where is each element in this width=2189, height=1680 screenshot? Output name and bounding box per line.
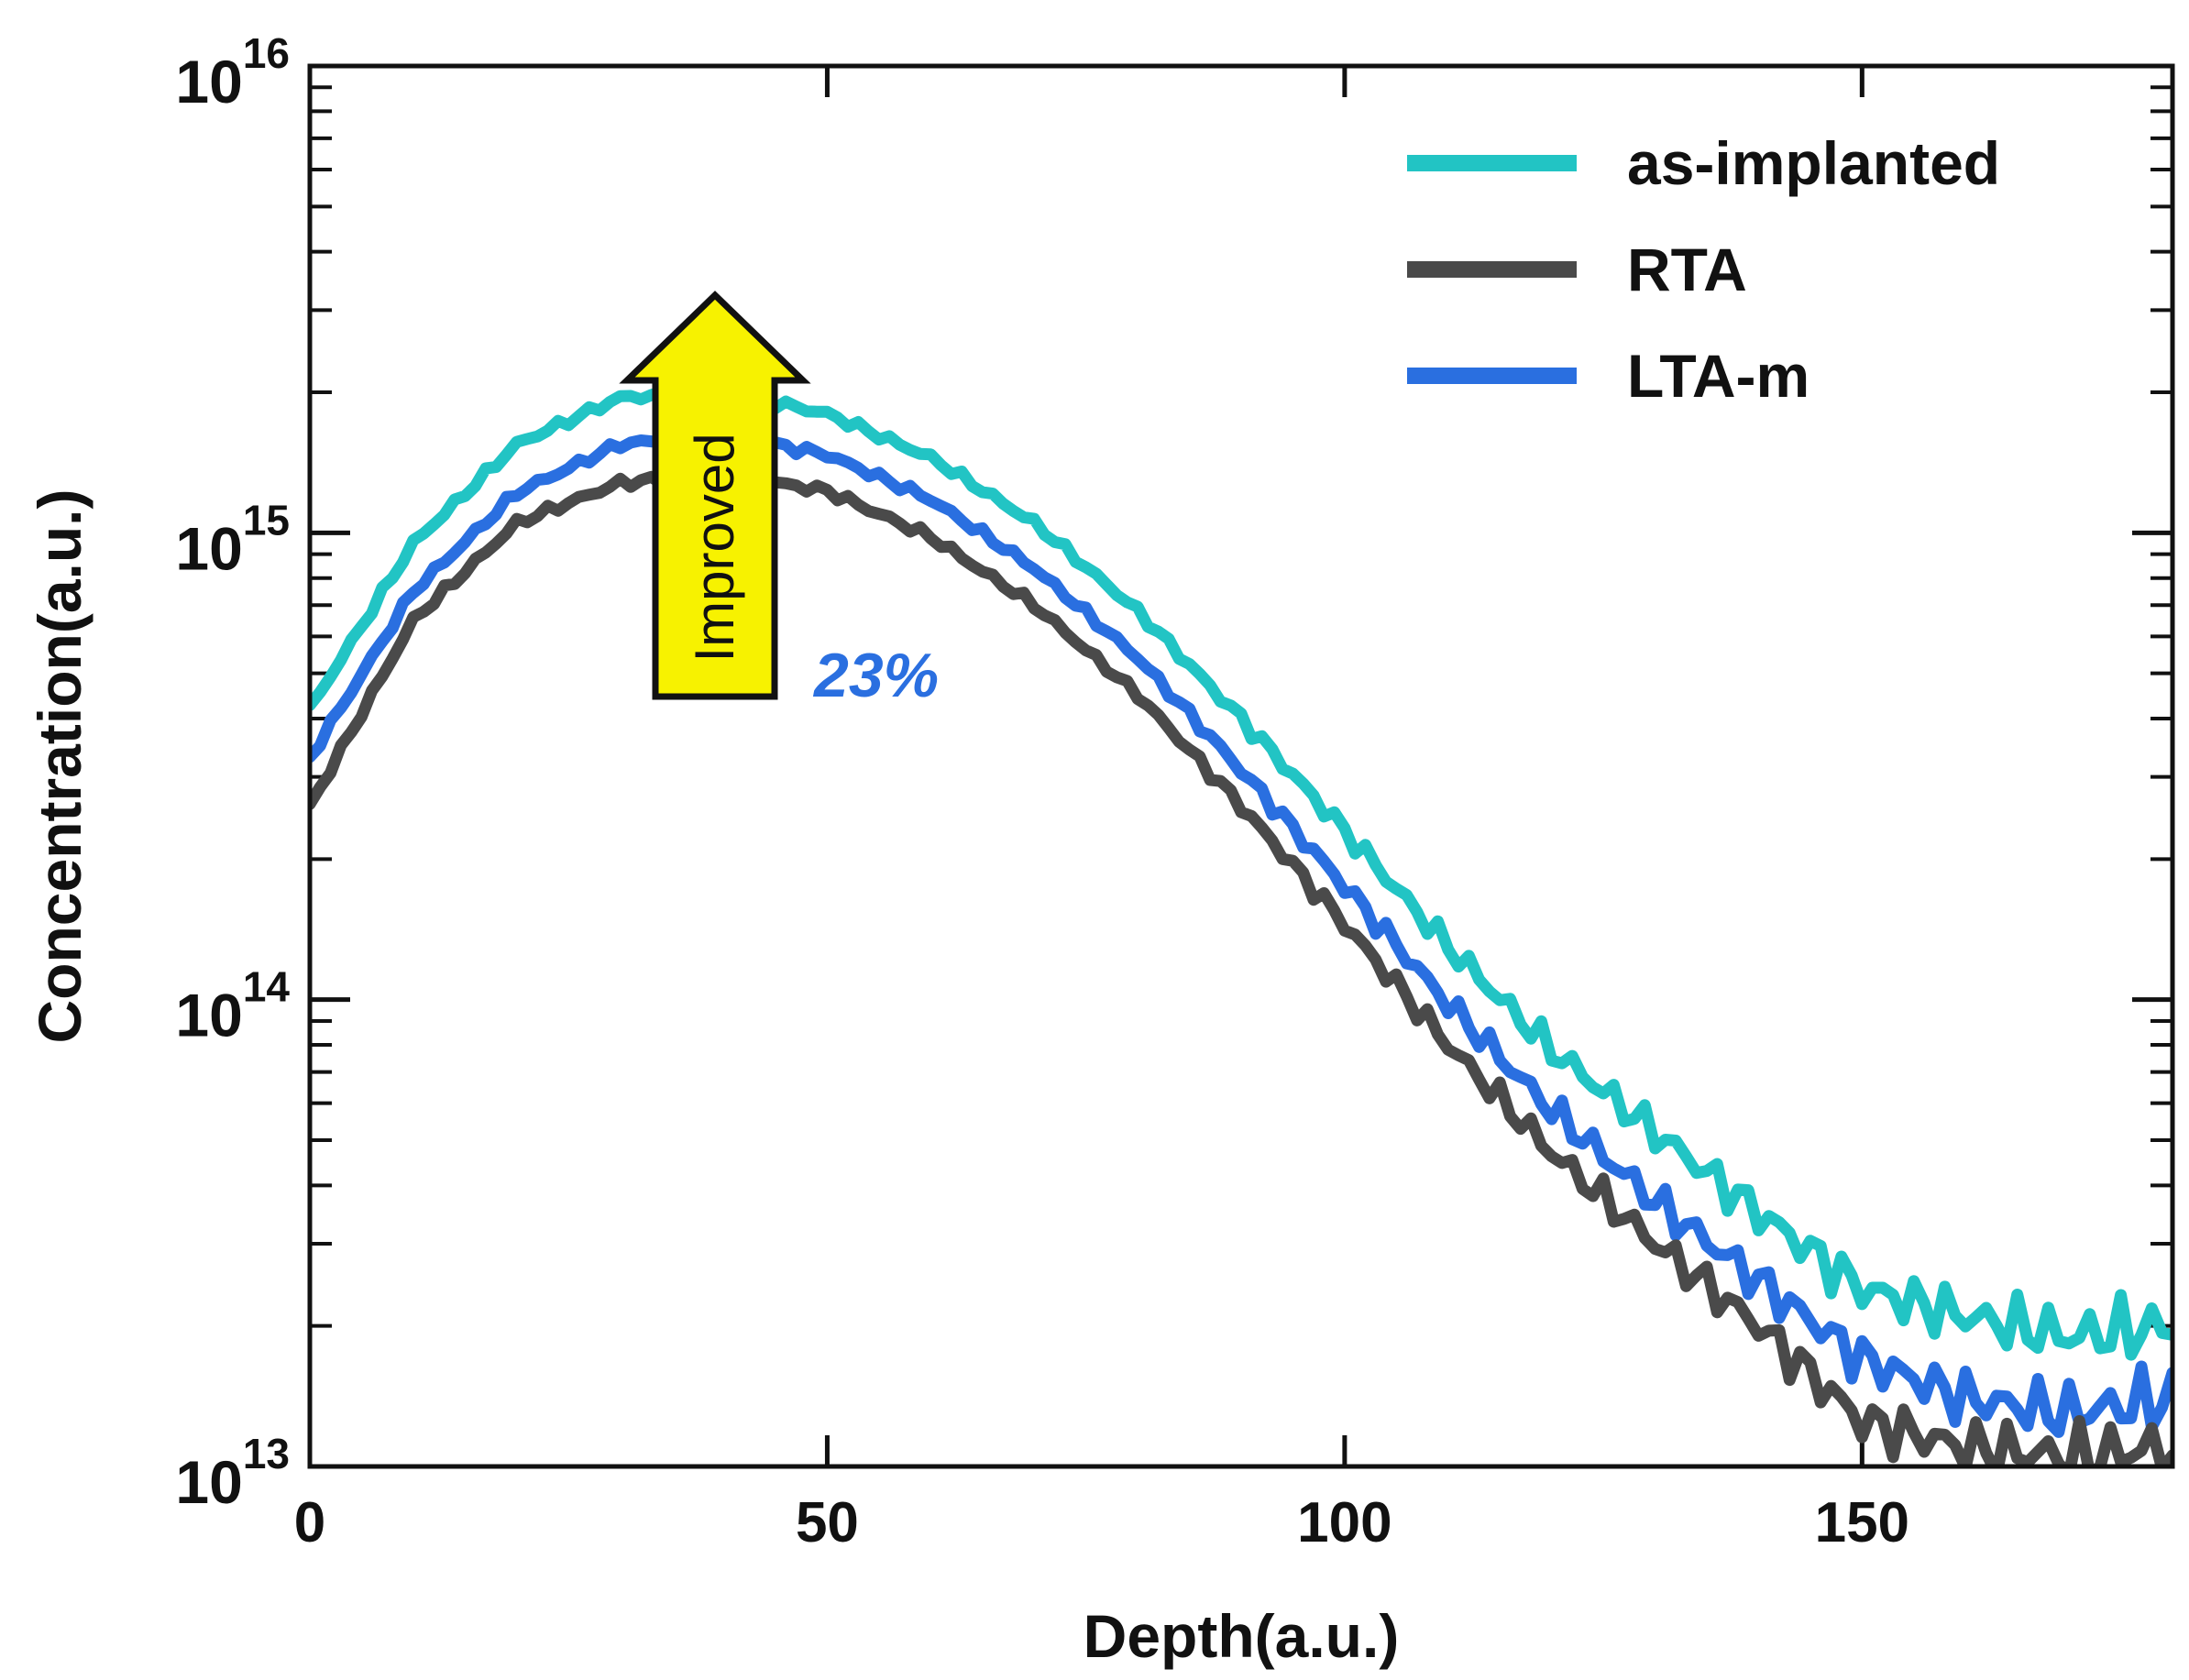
y-tick-label: 1016 — [175, 29, 290, 115]
series-layer — [310, 385, 2172, 1466]
x-axis-title: Depth(a.u.) — [1084, 1602, 1400, 1670]
x-tick-labels: 0 50 100 150 — [294, 1491, 1909, 1554]
series-line-as-implanted — [310, 385, 2172, 1361]
legend: as-implanted RTA LTA-m — [1407, 129, 2000, 410]
minor-tick-group — [310, 85, 2172, 1328]
y-axis-title: Concentration(a.u.) — [26, 489, 94, 1044]
legend-label: as-implanted — [1627, 129, 2000, 197]
improved-label: Improved — [684, 433, 745, 662]
y-tick-label: 1013 — [175, 1430, 290, 1516]
y-tick-labels: 1013 1014 1015 1016 — [175, 29, 290, 1516]
series-line-rta — [310, 466, 2172, 1466]
x-tick-label: 150 — [1815, 1491, 1909, 1554]
x-tick-label: 50 — [796, 1491, 859, 1554]
x-tick-label: 0 — [294, 1491, 325, 1554]
arrow-up-icon — [619, 291, 811, 700]
y-tick-label: 1014 — [175, 963, 290, 1049]
plot-area-frame — [307, 63, 2175, 1469]
legend-label: RTA — [1627, 236, 1747, 303]
y-tick-label: 1015 — [175, 496, 290, 582]
percent-annotation: 23% — [812, 641, 939, 710]
x-tick-label: 100 — [1297, 1491, 1392, 1554]
legend-label: LTA-m — [1627, 342, 1810, 410]
series-line-lta-m — [310, 427, 2172, 1438]
improved-arrow: Improved — [619, 291, 811, 700]
